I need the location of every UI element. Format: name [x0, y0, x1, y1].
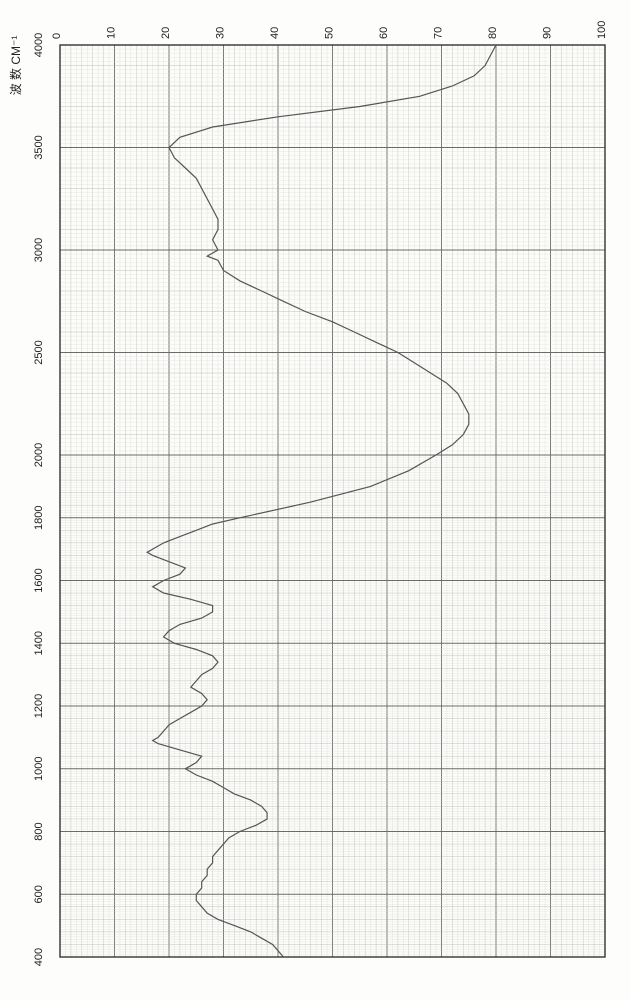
- y-tick-label: 90: [542, 27, 554, 39]
- x-tick-label: 400: [33, 948, 45, 966]
- y-tick-label: 80: [487, 27, 499, 39]
- y-tick-label: 0: [51, 33, 63, 39]
- x-tick-label: 4000: [33, 33, 45, 57]
- y-tick-label: 20: [160, 27, 172, 39]
- x-tick-label: 1400: [33, 631, 45, 655]
- y-tick-label: 30: [215, 27, 227, 39]
- x-axis-label: 波 数 CM⁻¹: [8, 36, 23, 96]
- ir-spectrum-chart: 0 10 20 30 40 50 60 70 80 90 100 4000 3500 3000 2500 20…: [0, 0, 631, 1000]
- y-tick-label: 10: [106, 27, 118, 39]
- x-tick-label: 1800: [33, 506, 45, 530]
- x-tick-label: 1000: [33, 757, 45, 781]
- x-tick-label: 1200: [33, 694, 45, 718]
- x-tick-label: 600: [33, 885, 45, 903]
- y-tick-label: 60: [378, 27, 390, 39]
- y-tick-label: 100: [596, 21, 608, 39]
- x-tick-label: 2000: [33, 443, 45, 467]
- x-tick-label: 2500: [33, 340, 45, 364]
- x-tick-label: 1600: [33, 568, 45, 592]
- x-tick-label: 3500: [33, 135, 45, 159]
- x-tick-label: 800: [33, 822, 45, 840]
- y-tick-label: 50: [324, 27, 336, 39]
- y-tick-label: 40: [269, 27, 281, 39]
- x-tick-label: 3000: [33, 238, 45, 262]
- y-tick-label: 70: [433, 27, 445, 39]
- chart-svg: 0 10 20 30 40 50 60 70 80 90 100 4000 3500 3000 2500 20…: [0, 0, 631, 1000]
